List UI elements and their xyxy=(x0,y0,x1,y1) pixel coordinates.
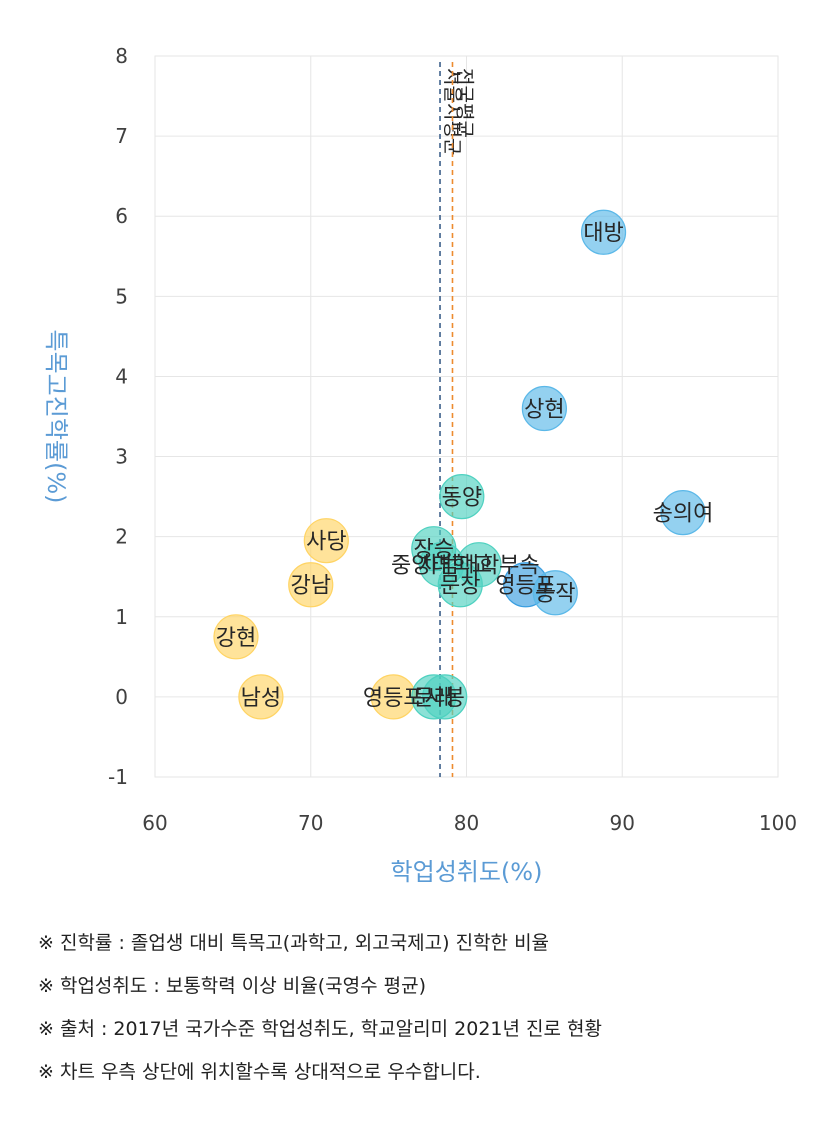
y-tick-label: 8 xyxy=(115,44,128,68)
data-point-label: 남성 xyxy=(241,686,281,711)
y-tick-label: -1 xyxy=(108,765,128,789)
data-point xyxy=(238,674,284,720)
data-point-label: 영등포 xyxy=(363,686,424,711)
data-point xyxy=(439,474,485,520)
x-tick-label: 70 xyxy=(298,811,323,835)
y-tick-label: 5 xyxy=(115,284,128,308)
data-point-label: 동작 xyxy=(535,582,575,607)
data-point xyxy=(532,570,578,616)
x-axis-title: 학업성취도(%) xyxy=(391,858,543,886)
y-tick-label: 2 xyxy=(115,525,128,549)
footnote-achievement: ※ 학업성취도 : 보통학력 이상 비율(국영수 평균) xyxy=(38,975,427,997)
data-point-label: 중앙대학교 xyxy=(391,554,492,579)
data-point xyxy=(422,674,468,720)
footnote-guide: ※ 차트 우측 상단에 위치할수록 상대적으로 우수합니다. xyxy=(38,1061,481,1083)
data-point-label: 사범대학부속 xyxy=(418,554,539,579)
data-point-label: 문창 xyxy=(440,574,480,599)
y-axis-title: 특목고진학률(%) xyxy=(42,329,70,503)
data-point-label: 송의여 xyxy=(653,502,714,527)
data-point xyxy=(418,542,465,588)
data-point xyxy=(660,490,706,536)
x-tick-label: 90 xyxy=(610,811,635,835)
footnotes: ※ 진학률 : 졸업생 대비 특목고(과학고, 외고국제고) 진학한 비율 ※ … xyxy=(38,922,818,1094)
data-point xyxy=(288,562,334,608)
data-point-label: 강현 xyxy=(216,626,256,651)
data-point-label: 동양 xyxy=(442,486,482,511)
data-point xyxy=(521,385,567,432)
data-point xyxy=(303,518,349,564)
data-points xyxy=(213,209,706,720)
y-tick-label: 7 xyxy=(115,124,128,148)
data-point-label: 대방 xyxy=(583,221,623,246)
data-point-label: 문래 xyxy=(414,686,454,711)
data-point-label: 사당 xyxy=(306,530,346,555)
data-point-label: 영등포 xyxy=(495,574,556,599)
x-tick-label: 60 xyxy=(142,811,167,835)
footnote-rate: ※ 진학률 : 졸업생 대비 특목고(과학고, 외고국제고) 진학한 비율 xyxy=(38,932,550,954)
x-tick-label: 100 xyxy=(759,811,797,835)
y-tick-label: 4 xyxy=(115,364,128,388)
y-tick-label: 3 xyxy=(115,445,128,469)
footnote-source: ※ 출처 : 2017년 국가수준 학업성취도, 학교알리미 2021년 진로 … xyxy=(38,1018,602,1040)
grid-lines xyxy=(154,55,779,778)
reference-line-label: 전국평균 xyxy=(453,68,475,138)
axis-ticks: -1 0 1 2 3 4 5 6 7 8 60 70 80 90 100 xyxy=(108,44,797,835)
y-tick-label: 1 xyxy=(115,605,128,629)
data-point-label: 강남 xyxy=(291,574,331,599)
data-point xyxy=(213,614,259,660)
y-tick-label: 6 xyxy=(115,204,128,228)
data-point-label: 사봉 xyxy=(424,686,464,711)
data-point-label: 장승 xyxy=(414,538,454,563)
x-tick-label: 80 xyxy=(454,811,479,835)
y-tick-label: 0 xyxy=(115,685,128,709)
data-point-label: 상현 xyxy=(524,397,564,422)
data-point xyxy=(580,209,627,255)
